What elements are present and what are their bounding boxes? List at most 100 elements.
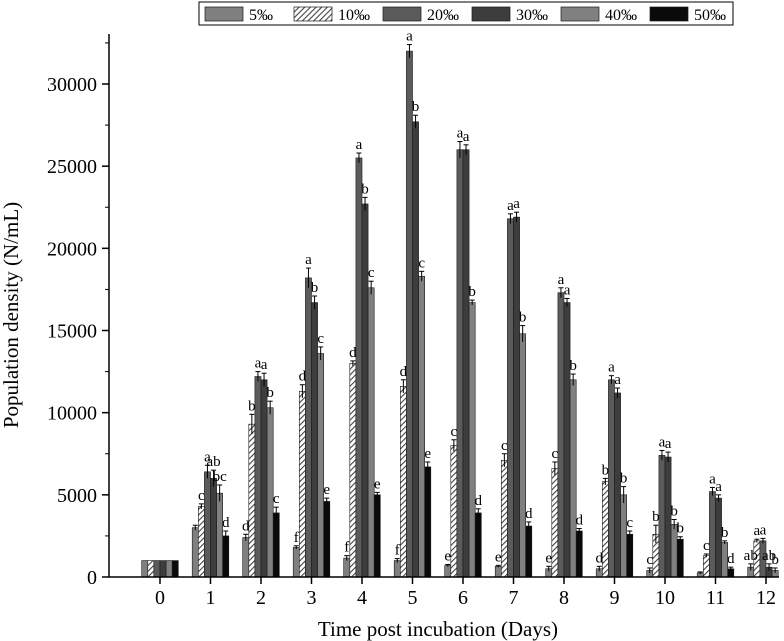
y-tick-label: 0 [87,567,97,589]
significance-label: ab [206,454,220,470]
bar [198,506,205,578]
significance-label: a [709,471,716,487]
bar [159,560,167,578]
bar [260,379,268,578]
significance-label: c [451,424,458,440]
bar [361,203,369,578]
significance-label: d [596,550,604,566]
legend-label: 20‰ [427,7,459,24]
axes-group [102,34,779,584]
bar [608,379,615,578]
significance-label: c [703,538,710,554]
significance-label: d [576,513,584,529]
legend-swatch [293,6,333,22]
significance-label: d [475,493,483,509]
significance-label: b [652,509,660,525]
bar [676,538,684,578]
bar [626,533,634,578]
bar [216,492,224,578]
significance-label: a [608,360,615,376]
significance-label: c [501,438,508,454]
significance-label: b [266,385,274,401]
bar [272,512,280,578]
significance-label: a [513,196,520,212]
legend: 5‰ 10‰ 20‰ 30‰ 40‰ 50‰ [198,1,734,26]
significance-label: b [677,521,685,537]
y-tick-label: 25000 [47,156,97,178]
bars-group [141,44,779,578]
bar [444,565,452,578]
bar [355,157,363,578]
significance-label: a [754,523,761,539]
x-tick-label: 5 [408,587,418,609]
significance-label: d [242,518,250,534]
significance-label: c [646,552,653,568]
significance-label: b [569,358,577,374]
bar [153,560,161,578]
significance-label: b [311,280,319,296]
legend-swatch [471,6,511,22]
x-axis-title: Time post incubation (Days) [318,617,558,641]
significance-label: a [204,449,211,465]
significance-label: a [255,356,262,372]
significance-label: b [412,99,420,115]
bar [507,218,514,578]
significance-label: c [368,265,375,281]
bar [500,460,508,578]
bar [709,491,716,578]
bar [424,466,432,578]
significance-label: d [525,506,533,522]
x-tick-label: 1 [206,587,216,609]
bar [557,292,565,578]
bar [210,478,217,578]
legend-label: 40‰ [605,7,637,24]
bar [601,481,609,578]
significance-label: b [670,503,678,519]
significance-label: c [273,491,280,507]
bar [305,277,312,578]
x-tick-label: 11 [706,587,725,609]
significance-label: c [418,255,425,271]
bar [563,302,571,578]
bar [702,555,710,578]
significance-label: a [665,436,672,452]
significance-label: b [468,284,476,300]
x-tick-label: 7 [509,587,519,609]
bar [575,530,583,578]
bar [393,560,401,578]
significance-label: bc [213,469,228,485]
bar [323,501,331,578]
bar [343,557,351,578]
x-tick-label: 6 [458,587,468,609]
bar [525,525,533,578]
y-tick-label: 15000 [47,321,97,343]
bar [317,353,325,578]
bar [349,363,357,578]
significance-label: d [727,551,735,567]
significance-label: a [659,434,666,450]
significance-label: c [552,446,559,462]
bar [171,560,179,578]
legend-swatch [649,6,689,22]
x-tick-label: 10 [655,587,675,609]
significance-label: b [721,525,729,541]
bar [292,547,300,578]
legend-label: 30‰ [516,7,548,24]
significance-label: d [299,369,307,385]
significance-label: b [519,310,527,326]
legend-box [198,1,734,26]
bar [412,121,419,578]
significance-label: a [507,198,514,214]
bar [254,376,262,578]
y-tick-label: 5000 [57,485,97,507]
significance-label: b [602,462,610,478]
bar [468,302,476,578]
bar [242,537,250,578]
significance-label: a [614,372,621,388]
x-tick-label: 0 [155,587,165,609]
significance-label: d [349,345,357,361]
bar [373,494,381,578]
significance-label: a [305,252,312,268]
significance-label: b [248,398,256,414]
